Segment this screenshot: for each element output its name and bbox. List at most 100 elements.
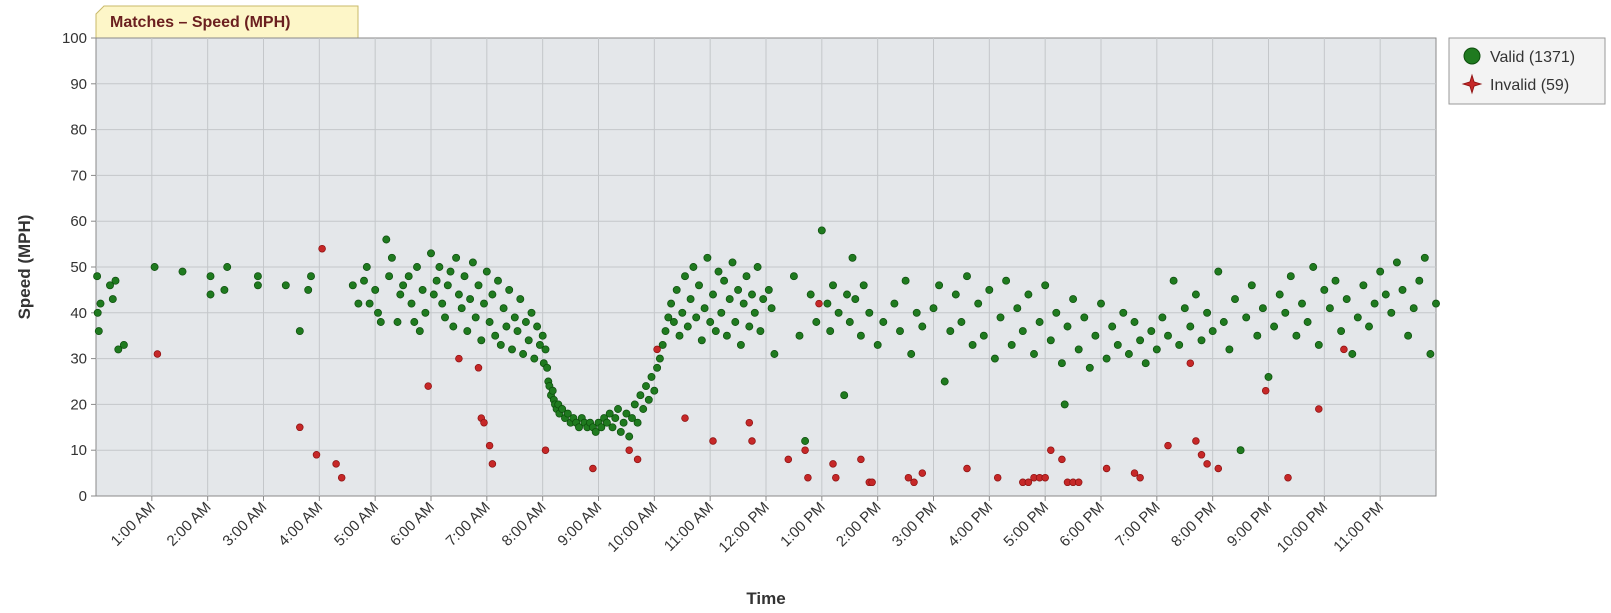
valid-point bbox=[119, 340, 128, 349]
valid-point bbox=[1258, 304, 1267, 313]
valid-point bbox=[382, 235, 391, 244]
valid-point bbox=[957, 318, 966, 326]
invalid-point bbox=[474, 364, 483, 372]
x-tick-label: 4:00 PM bbox=[945, 499, 997, 551]
valid-point bbox=[496, 340, 505, 349]
valid-point bbox=[505, 285, 514, 294]
valid-point bbox=[653, 363, 662, 372]
valid-point bbox=[1415, 276, 1424, 285]
invalid-point bbox=[748, 437, 756, 445]
x-tick-label: 10:00 AM bbox=[604, 499, 661, 556]
valid-point bbox=[644, 395, 653, 404]
valid-point bbox=[655, 354, 664, 363]
x-axis-title: Time bbox=[746, 589, 785, 608]
valid-point bbox=[750, 308, 759, 317]
valid-point bbox=[393, 318, 402, 326]
valid-point bbox=[1164, 331, 1172, 340]
valid-point bbox=[480, 299, 488, 308]
x-tick-label: 2:00 AM bbox=[164, 499, 215, 550]
valid-point bbox=[407, 299, 416, 308]
valid-point bbox=[722, 331, 731, 340]
valid-point bbox=[1152, 345, 1161, 354]
grid-lines bbox=[96, 38, 1436, 496]
valid-point bbox=[703, 253, 712, 262]
invalid-point bbox=[312, 451, 321, 459]
invalid-point bbox=[904, 473, 913, 482]
valid-point bbox=[907, 350, 916, 358]
invalid-point bbox=[1197, 451, 1206, 459]
valid-point bbox=[1264, 372, 1273, 381]
valid-point bbox=[695, 281, 703, 290]
valid-point bbox=[1309, 263, 1318, 271]
valid-point bbox=[1141, 359, 1150, 368]
y-tick-label: 20 bbox=[70, 396, 87, 413]
valid-point bbox=[1214, 267, 1223, 276]
valid-point bbox=[1359, 281, 1368, 290]
valid-point bbox=[1175, 340, 1184, 349]
valid-point bbox=[463, 327, 472, 336]
valid-point bbox=[253, 272, 262, 281]
valid-point bbox=[418, 285, 427, 294]
chart-title-tab: Matches – Speed (MPH) bbox=[95, 5, 359, 39]
invalid-point bbox=[709, 437, 717, 445]
valid-point bbox=[918, 322, 927, 331]
valid-point bbox=[1191, 290, 1200, 299]
x-tick-label: 5:00 AM bbox=[331, 499, 382, 550]
invalid-point bbox=[1315, 405, 1323, 413]
valid-point bbox=[466, 295, 475, 304]
valid-point bbox=[996, 313, 1005, 322]
valid-point bbox=[1348, 350, 1357, 358]
valid-point bbox=[457, 304, 466, 313]
valid-point bbox=[485, 318, 494, 326]
valid-point bbox=[1057, 359, 1066, 368]
valid-point bbox=[764, 285, 773, 294]
valid-point bbox=[415, 327, 424, 336]
valid-point bbox=[1325, 304, 1334, 313]
valid-point bbox=[111, 276, 120, 285]
valid-point bbox=[873, 340, 882, 349]
invalid-point bbox=[829, 460, 837, 468]
valid-point bbox=[1060, 400, 1069, 409]
invalid-point bbox=[332, 460, 340, 468]
invalid-point bbox=[1047, 446, 1055, 454]
valid-point bbox=[399, 281, 408, 290]
valid-point bbox=[1102, 354, 1111, 363]
y-tick-label: 10 bbox=[70, 442, 87, 459]
valid-point bbox=[1013, 304, 1022, 313]
valid-point bbox=[667, 299, 676, 308]
valid-point bbox=[968, 340, 977, 349]
valid-point bbox=[519, 350, 528, 358]
valid-point bbox=[365, 299, 374, 308]
valid-point bbox=[834, 308, 843, 317]
x-tick-label: 3:00 PM bbox=[889, 499, 941, 551]
valid-point bbox=[619, 418, 628, 427]
valid-point bbox=[1286, 272, 1295, 281]
x-tick-label: 11:00 PM bbox=[1330, 499, 1387, 556]
valid-point bbox=[711, 327, 720, 336]
valid-point bbox=[608, 423, 617, 432]
valid-point bbox=[494, 276, 502, 285]
valid-point bbox=[622, 409, 631, 418]
valid-point bbox=[454, 290, 463, 299]
valid-point bbox=[1314, 340, 1323, 349]
valid-point bbox=[748, 290, 756, 299]
valid-point bbox=[848, 253, 857, 262]
valid-point bbox=[93, 308, 102, 317]
valid-point bbox=[597, 423, 606, 432]
valid-point bbox=[427, 249, 435, 258]
valid-point bbox=[1097, 299, 1105, 308]
x-tick-label: 11:00 AM bbox=[661, 499, 717, 555]
valid-point bbox=[1236, 446, 1245, 455]
invalid-point bbox=[1164, 441, 1172, 450]
valid-point bbox=[736, 340, 745, 349]
valid-point bbox=[295, 327, 304, 336]
valid-point bbox=[770, 350, 779, 358]
invalid-point bbox=[485, 441, 494, 450]
y-tick-label: 30 bbox=[70, 351, 87, 368]
valid-point bbox=[683, 322, 692, 331]
valid-point bbox=[508, 345, 516, 354]
invalid-point bbox=[681, 414, 689, 422]
valid-point bbox=[178, 267, 187, 276]
